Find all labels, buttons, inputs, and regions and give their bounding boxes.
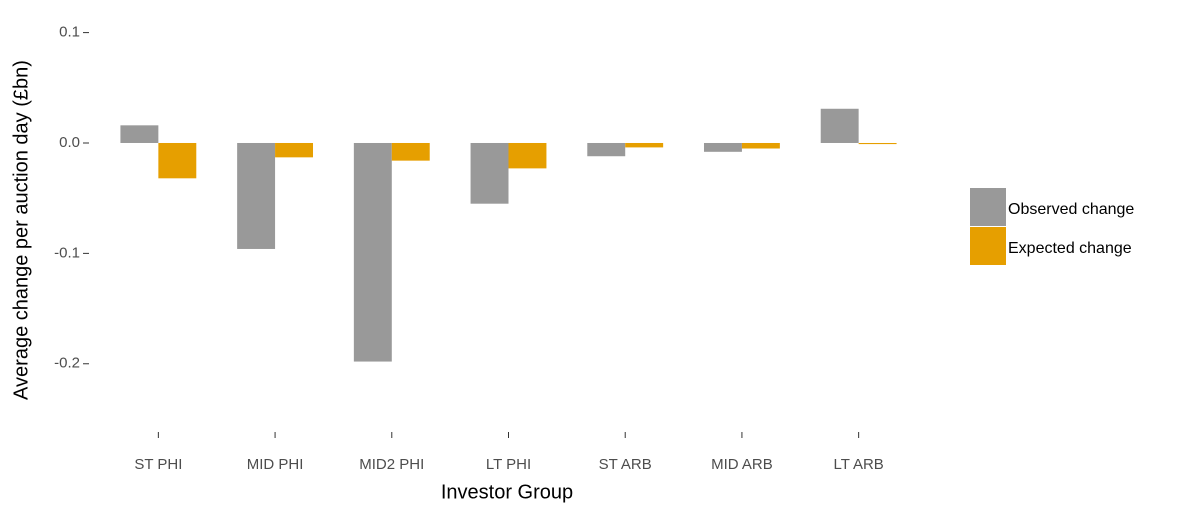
x-tick-label: LT PHI xyxy=(486,456,531,473)
bar xyxy=(158,142,197,179)
bar xyxy=(508,142,547,169)
bar xyxy=(587,142,626,157)
legend-swatch xyxy=(970,227,1006,265)
legend-label: Observed change xyxy=(1008,201,1134,218)
x-tick-label: MID PHI xyxy=(247,456,304,473)
x-tick-label: MID2 PHI xyxy=(359,456,424,473)
y-tick-label: -0.2 xyxy=(54,355,80,372)
x-tick-label: MID ARB xyxy=(711,456,773,473)
bar xyxy=(275,142,314,158)
x-tick-label: ST PHI xyxy=(134,456,182,473)
y-tick-label: -0.1 xyxy=(54,244,80,261)
x-tick-label: LT ARB xyxy=(833,456,883,473)
bar xyxy=(625,142,664,148)
x-tick-label: ST ARB xyxy=(599,456,652,473)
bar xyxy=(470,142,509,204)
bar xyxy=(237,142,276,249)
bar xyxy=(858,142,897,145)
bar xyxy=(703,142,742,152)
legend-label: Expected change xyxy=(1008,240,1132,257)
bar xyxy=(391,142,430,161)
x-axis-title: Investor Group xyxy=(441,481,573,503)
bar xyxy=(120,125,159,143)
bar xyxy=(353,142,392,362)
y-axis-title: Average change per auction day (£bn) xyxy=(10,60,32,400)
legend-swatch xyxy=(970,188,1006,226)
y-tick-label: 0.1 xyxy=(59,24,80,41)
y-tick-label: 0.0 xyxy=(59,134,80,151)
bar xyxy=(820,108,859,143)
bar xyxy=(741,142,780,149)
